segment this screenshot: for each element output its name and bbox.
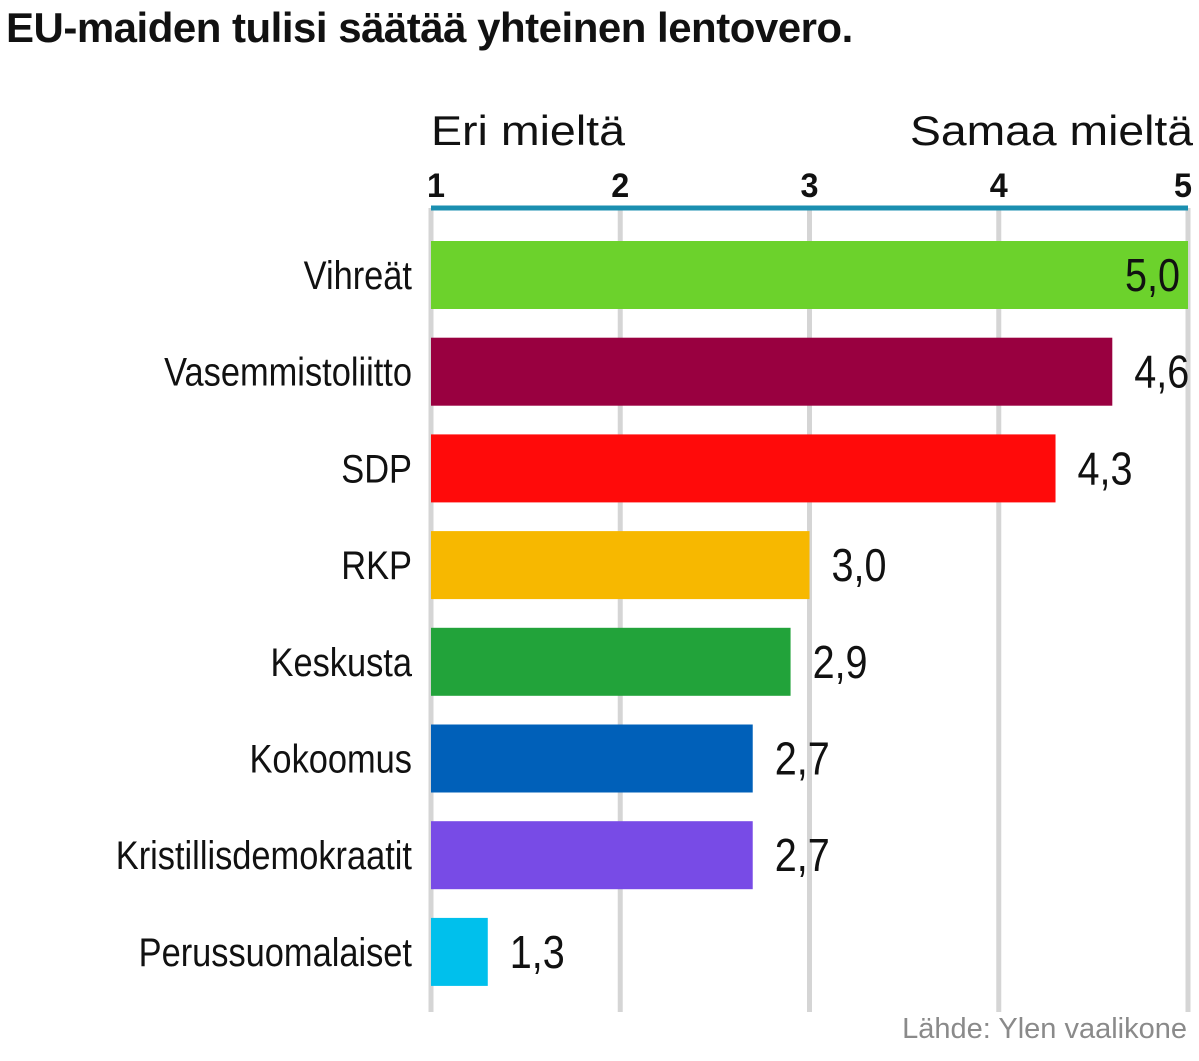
bars [431, 241, 1188, 986]
value-label-2: 4,6 [1134, 347, 1189, 398]
tick-label-1: 1 [427, 167, 445, 205]
bar-8 [431, 917, 488, 986]
tick-label-2: 2 [611, 167, 629, 205]
tick-label-3: 3 [801, 167, 819, 205]
labels: Vihreät 5,0 Vasemmistoliitto 4,6 SDP 4,3 RKP 3,… [116, 250, 1190, 978]
bar-3 [431, 434, 1056, 503]
bar-5 [431, 627, 791, 696]
bar-6 [431, 724, 753, 793]
category-label-2: Vasemmistoliitto [164, 349, 412, 394]
value-label-4: 3,0 [831, 540, 886, 591]
value-label-3: 4,3 [1078, 444, 1133, 495]
bar-2 [431, 337, 1113, 406]
value-label-6: 2,7 [775, 734, 830, 785]
chart-title: EU-maiden tulisi säätää yhteinen lentove… [6, 4, 853, 51]
scale-left-label: Eri mieltä [431, 107, 626, 154]
tick-label-5: 5 [1174, 167, 1192, 205]
bar-4 [431, 531, 810, 600]
category-label-3: SDP [341, 446, 412, 491]
value-label-5: 2,9 [813, 637, 868, 688]
bar-7 [431, 821, 753, 890]
category-label-8: Perussuomalaiset [139, 929, 413, 974]
grid-lines [428, 208, 1191, 1012]
value-label-8: 1,3 [510, 927, 565, 978]
category-label-5: Keskusta [271, 639, 413, 684]
value-label-1: 5,0 [1125, 250, 1180, 301]
scale-right-label: Samaa mieltä [910, 107, 1194, 154]
category-label-7: Kristillisdemokraatit [116, 833, 413, 878]
value-label-7: 2,7 [775, 830, 830, 881]
category-label-1: Vihreät [304, 253, 413, 298]
top-axis: 1 2 3 4 5 Eri mieltä Samaa mieltä [427, 107, 1194, 211]
category-label-4: RKP [341, 543, 412, 588]
category-label-6: Kokoomus [250, 736, 412, 781]
tick-label-4: 4 [990, 167, 1008, 205]
source-note: Lähde: Ylen vaalikone [902, 1013, 1187, 1045]
bar-1 [431, 241, 1188, 309]
